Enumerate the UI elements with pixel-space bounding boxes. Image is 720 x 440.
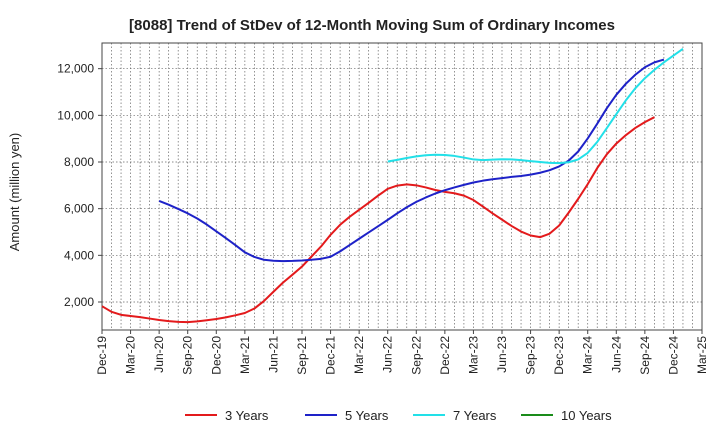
x-tick-label: Jun-23 [495,336,509,373]
x-tick-label: Jun-21 [266,336,280,373]
y-tick-label: 8,000 [64,155,94,169]
x-tick-label: Jun-20 [152,336,166,373]
x-tick-label: Jun-22 [381,336,395,373]
x-tick-label: Mar-24 [581,336,595,374]
x-tick-label: Mar-23 [466,336,480,374]
legend-label-7-years: 7 Years [453,408,497,423]
y-tick-label: 12,000 [57,62,94,76]
x-tick-label: Mar-20 [124,336,138,374]
legend-label-5-years: 5 Years [345,408,389,423]
y-axis-label: Amount (million yen) [7,133,22,252]
series-line-3-years [101,116,655,324]
x-tick-label: Mar-25 [695,336,709,374]
legend-label-10-years: 10 Years [561,408,612,423]
x-tick-label: Sep-22 [409,336,423,375]
x-tick-label: Mar-21 [238,336,252,374]
series-line-5-years [158,58,665,263]
x-tick-label: Dec-24 [666,336,680,375]
legend: 3 Years 5 Years 7 Years 10 Years [185,408,612,423]
x-tick-label: Jun-24 [609,336,623,373]
y-tick-label: 6,000 [64,202,94,216]
x-tick-label: Sep-20 [181,336,195,375]
x-tick-label: Sep-24 [638,336,652,375]
x-tick-label: Sep-23 [524,336,538,375]
y-tick-label: 4,000 [64,248,94,262]
plot-frame [101,42,703,331]
x-tick-label: Dec-19 [95,336,109,375]
plot-area: 2,000 4,000 6,000 8,000 10,000 12,000 Dec-19 Ma… [57,42,709,375]
chart-title: [8088] Trend of StDev of 12-Month Moving… [129,17,615,34]
y-tick-label: 10,000 [57,108,94,122]
x-tick-label: Dec-22 [438,336,452,375]
x-tick-label: Dec-23 [552,336,566,375]
series-line-7-years [387,48,684,165]
x-tick-label: Mar-22 [352,336,366,374]
x-tick-label: Dec-20 [209,336,223,375]
x-tick-label: Sep-21 [295,336,309,375]
legend-label-3-years: 3 Years [225,408,269,423]
y-tick-label: 2,000 [64,295,94,309]
x-tick-label: Dec-21 [324,336,338,375]
